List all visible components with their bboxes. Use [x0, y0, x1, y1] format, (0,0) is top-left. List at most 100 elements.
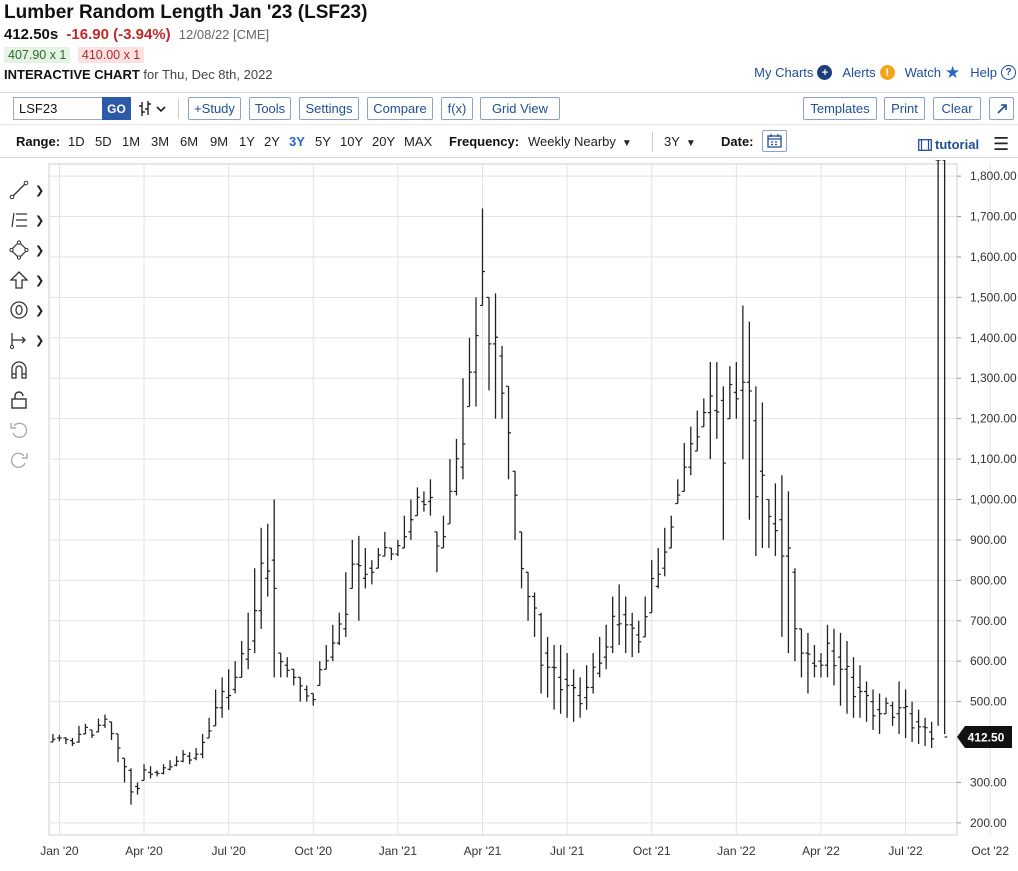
redo-button[interactable]	[9, 448, 45, 472]
ohlc-bar	[401, 515, 407, 549]
ohlc-bar	[479, 208, 485, 307]
clear-button[interactable]: Clear	[933, 97, 981, 120]
ohlc-bar	[362, 548, 368, 589]
tutorial-label: tutorial	[935, 137, 980, 152]
ohlc-bar	[818, 653, 824, 678]
y-tick-label: 600.00	[970, 654, 1007, 668]
ohlc-bar	[577, 677, 583, 718]
chart-heading: INTERACTIVE CHART for Thu, Dec 8th, 2022	[4, 67, 273, 82]
my-charts-link[interactable]: My Charts +	[754, 65, 833, 80]
ohlc-bar	[50, 733, 56, 743]
ohlc-bar	[701, 398, 707, 428]
ohlc-bar	[213, 689, 219, 727]
fx-button[interactable]: f(x)	[441, 97, 473, 120]
range-6m[interactable]: 6M	[180, 134, 199, 149]
redo-icon	[10, 452, 28, 469]
ohlc-bar	[636, 620, 642, 654]
ohlc-bar	[330, 624, 336, 662]
period-select[interactable]: 3Y ▼	[664, 134, 696, 149]
x-tick-label: Apr '22	[802, 844, 840, 858]
ohlc-bar	[63, 737, 69, 745]
grid-view-button[interactable]: Grid View	[480, 97, 560, 120]
range-2y[interactable]: 2Y	[264, 134, 280, 149]
study-button[interactable]: +Study	[188, 97, 241, 120]
chevron-right-icon: ❯	[35, 184, 45, 197]
symbol-input[interactable]	[13, 97, 103, 120]
ohlc-bar	[336, 612, 342, 646]
ohlc-bar	[792, 568, 798, 662]
shapes-tool[interactable]: ❯	[9, 238, 45, 262]
range-1m[interactable]: 1M	[122, 134, 141, 149]
date-picker-button[interactable]	[762, 130, 787, 152]
magnet-tool[interactable]	[9, 358, 45, 382]
y-tick-label: 1,200.00	[970, 412, 1017, 426]
range-5d[interactable]: 5D	[95, 134, 112, 149]
ohlc-bar	[122, 757, 128, 783]
chart-heading-label: INTERACTIVE CHART	[4, 67, 140, 82]
trendline-tool[interactable]: ❯	[9, 178, 45, 202]
quote-line: 412.50s -16.90 (-3.94%) 12/08/22 [CME]	[4, 26, 269, 43]
price-chart[interactable]: 200.00 300.00 500.00 600.00 700.00 800.00 900.…	[0, 160, 1018, 871]
tools-button[interactable]: Tools	[249, 97, 291, 120]
trendline-icon	[9, 180, 29, 200]
undo-icon	[10, 422, 28, 439]
range-10y[interactable]: 10Y	[340, 134, 364, 149]
ohlc-bar	[323, 645, 329, 670]
text-annotation-tool[interactable]: ❯	[9, 298, 45, 322]
range-1d[interactable]: 1D	[68, 134, 85, 149]
tutorial-link[interactable]: tutorial	[918, 137, 979, 152]
compare-button[interactable]: Compare	[367, 97, 433, 120]
bid-badge: 407.90 x 1	[4, 47, 71, 63]
ohlc-bar	[525, 571, 531, 621]
range-9m[interactable]: 9M	[210, 134, 229, 149]
frequency-label: Frequency:	[449, 134, 520, 149]
star-icon: ★	[945, 63, 961, 82]
range-1y[interactable]: 1Y	[239, 134, 255, 149]
arrow-up-icon	[9, 271, 29, 289]
y-tick-label: 200.00	[970, 816, 1007, 830]
help-link[interactable]: Help ?	[970, 65, 1016, 80]
settings-button[interactable]: Settings	[299, 97, 359, 120]
ohlc-bar	[271, 499, 277, 678]
measure-tool[interactable]: ❯	[9, 328, 45, 352]
range-3y[interactable]: 3Y	[289, 134, 305, 149]
range-bar: Range: 1D 5D 1M 3M 6M 9M 1Y 2Y 3Y 5Y 10Y…	[0, 124, 1018, 158]
ohlc-bar	[623, 596, 629, 654]
chevron-right-icon: ❯	[35, 214, 45, 227]
ask-badge: 410.00 x 1	[77, 47, 145, 63]
chart-type-selector[interactable]	[138, 99, 170, 119]
alerts-link[interactable]: Alerts !	[842, 65, 895, 80]
fibonacci-tool[interactable]: ❯	[9, 208, 45, 232]
ohlc-bar	[864, 681, 870, 722]
range-5y[interactable]: 5Y	[315, 134, 331, 149]
watch-link[interactable]: Watch ★	[905, 64, 961, 81]
lock-tool[interactable]	[9, 388, 45, 412]
y-tick-label: 700.00	[970, 614, 1007, 628]
undo-button[interactable]	[9, 418, 45, 442]
ohlc-bar	[245, 612, 251, 670]
my-charts-label: My Charts	[754, 65, 814, 80]
hamburger-menu-icon[interactable]: ☰	[993, 134, 1010, 154]
ohlc-bar	[571, 669, 577, 722]
ohlc-bar	[460, 378, 466, 480]
frequency-select[interactable]: Weekly Nearby ▼	[528, 134, 632, 149]
expand-button[interactable]	[989, 97, 1014, 120]
templates-button[interactable]: Templates	[803, 97, 877, 120]
magnet-icon	[11, 361, 27, 379]
range-3m[interactable]: 3M	[151, 134, 170, 149]
x-tick-label: Jan '22	[717, 844, 756, 858]
range-max[interactable]: MAX	[404, 134, 433, 149]
x-tick-label: Jul '22	[888, 844, 923, 858]
go-button[interactable]: GO	[102, 97, 131, 120]
ohlc-bar	[584, 665, 590, 710]
range-20y[interactable]: 20Y	[372, 134, 396, 149]
ohlc-bar	[82, 723, 88, 735]
x-tick-label: Apr '20	[125, 844, 163, 858]
ohlc-bar	[493, 293, 499, 419]
ohlc-bar	[200, 733, 206, 759]
ohlc-bars	[50, 160, 948, 805]
print-button[interactable]: Print	[884, 97, 925, 120]
x-tick-label: Apr '21	[464, 844, 502, 858]
arrow-tool[interactable]: ❯	[9, 268, 45, 292]
chevron-right-icon: ❯	[35, 274, 45, 287]
